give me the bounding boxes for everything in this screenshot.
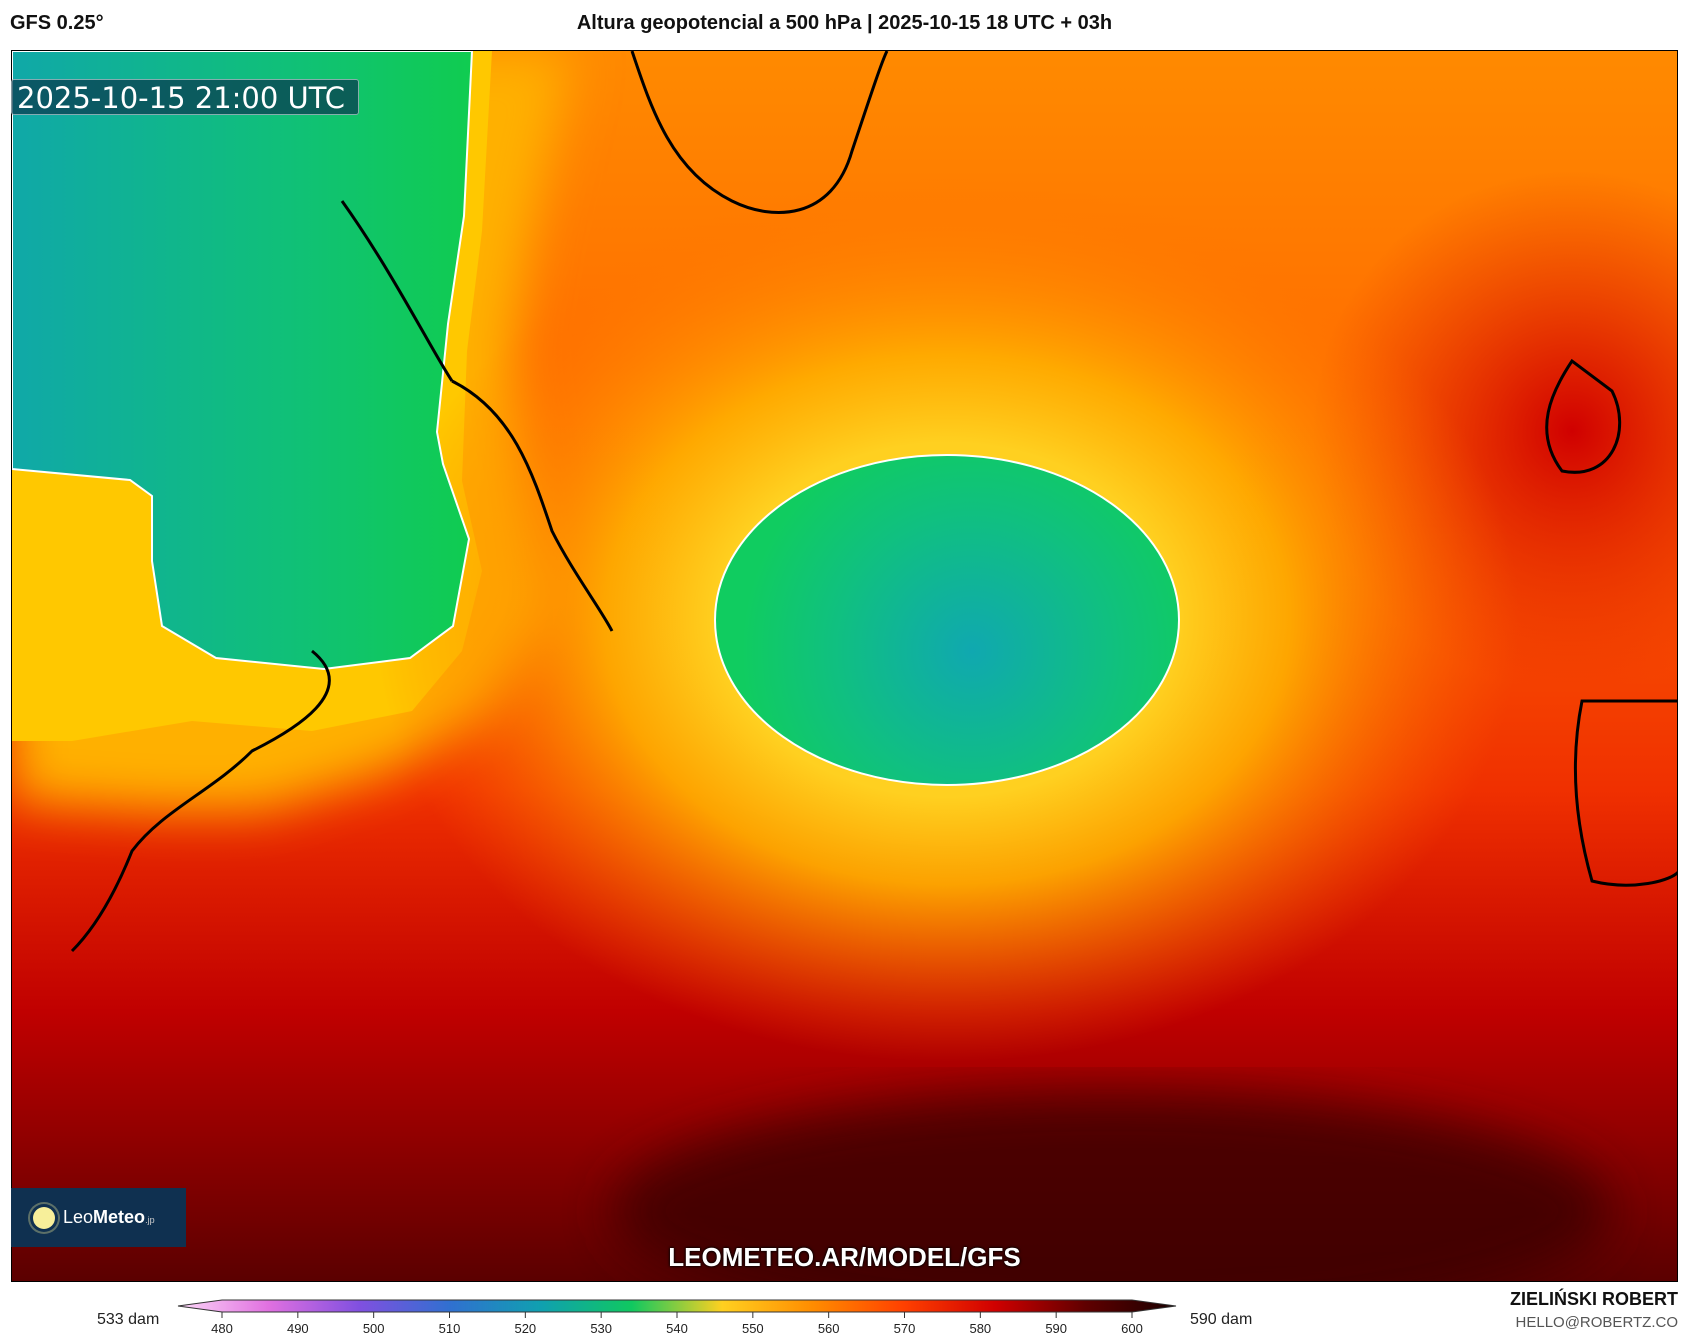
sun-icon	[33, 1206, 55, 1229]
coastlines	[70, 51, 1677, 953]
colorbar-tick-label: 540	[666, 1321, 688, 1336]
height-field	[12, 51, 1677, 1281]
colorbar-tick-label: 530	[590, 1321, 612, 1336]
max-value-label: 590 dam	[1190, 1311, 1253, 1328]
colorbar-tick-label: 550	[742, 1321, 764, 1336]
min-value-label: 533 dam	[97, 1311, 160, 1328]
logo-text: LeoMeteo.jp	[63, 1207, 155, 1227]
colorbar-bar	[177, 1299, 1177, 1313]
colorbar-tick-label: 590	[1045, 1321, 1067, 1336]
colorbar-tick-label: 580	[969, 1321, 991, 1336]
colorbar-tick-label: 560	[818, 1321, 840, 1336]
author-email: HELLO@ROBERTZ.CO	[1515, 1314, 1678, 1331]
leometeo-logo[interactable]: LeoMeteo.jp	[11, 1188, 186, 1247]
colorbar-tick-label: 500	[363, 1321, 385, 1336]
colorbar-tick-label: 490	[287, 1321, 309, 1336]
author-name: ZIELIŃSKI ROBERT	[1509, 1289, 1678, 1309]
colorbar-tick-label: 570	[894, 1321, 916, 1336]
colorbar-tick-label: 510	[439, 1321, 461, 1336]
model-label: GFS 0.25°	[10, 12, 104, 34]
colorbar-tick-label: 520	[514, 1321, 536, 1336]
colorbar-tick-label: 480	[211, 1321, 233, 1336]
map-title: Altura geopotencial a 500 hPa | 2025-10-…	[576, 12, 1113, 34]
watermark-url: LEOMETEO.AR/MODEL/GFS	[668, 1242, 1021, 1272]
weather-map	[11, 50, 1678, 1282]
colorbar: 480 490 500 510 520 530 540 550 560 570 580 590 600	[177, 1299, 1177, 1336]
valid-time-label: 2025-10-15 21:00 UTC	[11, 79, 359, 115]
colorbar-tick-label: 600	[1121, 1321, 1143, 1336]
